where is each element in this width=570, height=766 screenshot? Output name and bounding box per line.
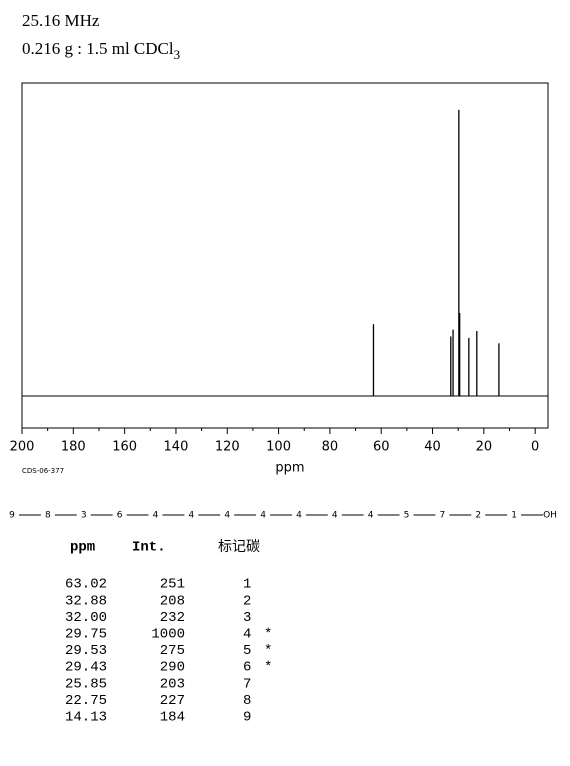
table-cell: 275 [160, 643, 185, 659]
x-tick-label: 80 [322, 440, 339, 455]
table-cell: 203 [160, 676, 185, 692]
table-cell: 251 [160, 577, 185, 593]
atom-label: 4 [224, 511, 230, 521]
atom-label: 1 [511, 511, 517, 521]
table-cell: 7 [243, 676, 251, 692]
table-cell: 32.00 [65, 610, 107, 626]
peak-table: ppm Int. 标记碳 63.02 251 1 32.88 208 2 32.00 232 3 29.… [65, 539, 272, 726]
table-cell: 232 [160, 610, 185, 626]
atom-label: 4 [260, 511, 266, 521]
spectrum-code: CDS-06-377 [22, 467, 64, 475]
atom-label: 4 [188, 511, 194, 521]
x-tick-label: 180 [61, 440, 86, 455]
table-header: 标记碳 [218, 539, 260, 555]
table-cell: 208 [160, 593, 185, 609]
table-header: ppm [70, 540, 95, 556]
table-cell: 1 [243, 577, 251, 593]
x-tick-label: 120 [215, 440, 240, 455]
frequency: 25.16 MHz [22, 11, 100, 30]
x-axis-label: ppm [275, 461, 304, 476]
table-cell: * [264, 643, 272, 659]
table-cell: 3 [243, 610, 251, 626]
table-cell: 14.13 [65, 710, 107, 726]
sample-subscript: 3 [174, 47, 181, 62]
atom-label: 3 [81, 511, 87, 521]
table-cell: 29.43 [65, 660, 107, 676]
table-cell: 8 [243, 693, 251, 709]
table-cell: 25.85 [65, 676, 107, 692]
atom-label: 4 [368, 511, 374, 521]
table-cell: 5 [243, 643, 251, 659]
structure: 9 8 3 6 4 4 4 4 4 4 4 5 7 2 1 OH [9, 511, 557, 521]
atom-label: 4 [332, 511, 338, 521]
atom-label: 4 [153, 511, 159, 521]
table-cell: 4 [243, 627, 251, 643]
x-tick-label: 100 [266, 440, 291, 455]
table-cell: 29.75 [65, 627, 107, 643]
table-cell: 32.88 [65, 593, 107, 609]
table-cell: 29.53 [65, 643, 107, 659]
table-cell: 22.75 [65, 693, 107, 709]
table-cell: 227 [160, 693, 185, 709]
sample-text: 0.216 g : 1.5 ml CDCl [22, 39, 174, 58]
atom-label: 4 [296, 511, 302, 521]
sample: 0.216 g : 1.5 ml CDCl3 [22, 39, 180, 62]
table-header: Int. [132, 540, 166, 556]
atom-label: 7 [440, 511, 446, 521]
x-tick-label: 140 [164, 440, 189, 455]
atom-label: 8 [45, 511, 51, 521]
atom-label: 9 [9, 511, 15, 521]
table-cell: * [264, 627, 272, 643]
atom-label: OH [543, 511, 557, 521]
spectrum: 200 180 160 140 120 100 80 60 40 20 0 [10, 109, 548, 455]
atom-label: 2 [475, 511, 481, 521]
x-tick-label: 60 [373, 440, 390, 455]
plot-frame [21, 82, 549, 429]
table-cell: * [264, 660, 272, 676]
x-tick-label: 20 [476, 440, 493, 455]
x-tick-label: 0 [531, 440, 539, 455]
x-tick-label: 200 [10, 440, 35, 455]
x-tick-label: 160 [112, 440, 137, 455]
atom-label: 6 [117, 511, 123, 521]
table-cell: 184 [160, 710, 185, 726]
table-cell: 6 [243, 660, 251, 676]
table-cell: 1000 [151, 627, 185, 643]
atom-label: 5 [404, 511, 410, 521]
x-tick-label: 40 [424, 440, 441, 455]
table-cell: 63.02 [65, 577, 107, 593]
table-cell: 9 [243, 710, 251, 726]
table-cell: 2 [243, 593, 251, 609]
table-cell: 290 [160, 660, 185, 676]
